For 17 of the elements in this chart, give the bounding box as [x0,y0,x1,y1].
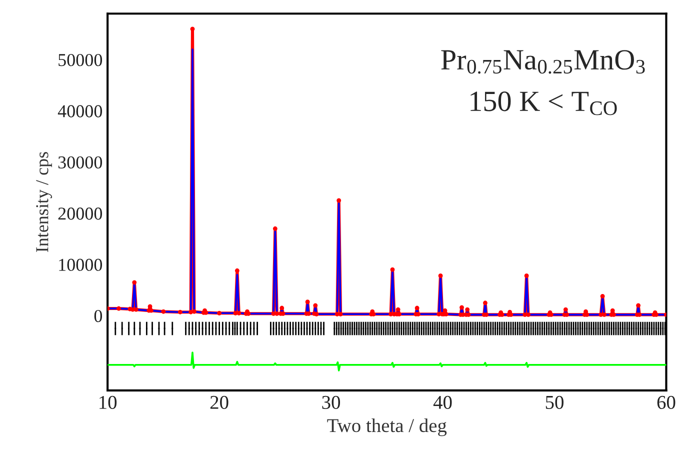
annotation: Pr$_{0.75}$Na$_{0.25}$MnO$_{3}$ [441,50,645,74]
x-tick-label: 50 [546,396,564,409]
y-tick-label: 20000 [58,208,102,220]
y-tick-label: 40000 [58,105,102,118]
y-tick-label: 50000 [58,54,102,66]
line-series [108,352,666,372]
annotation: 150 K < T$_{CO}$ [470,92,617,116]
x-tick-label: 60 [657,396,676,409]
x-tick-label: 10 [100,396,117,409]
y-tick-label: 10000 [59,258,102,271]
y-axis-title: Intensity / cps [36,152,52,252]
y-tick-label: 30000 [58,156,102,169]
x-tick-label: 20 [210,396,228,409]
x-tick-label: 40 [433,396,452,409]
x-axis-title: Two theta / deg [327,418,447,436]
y-tick-label: 0 [94,310,102,322]
x-tick-label: 30 [322,396,340,409]
